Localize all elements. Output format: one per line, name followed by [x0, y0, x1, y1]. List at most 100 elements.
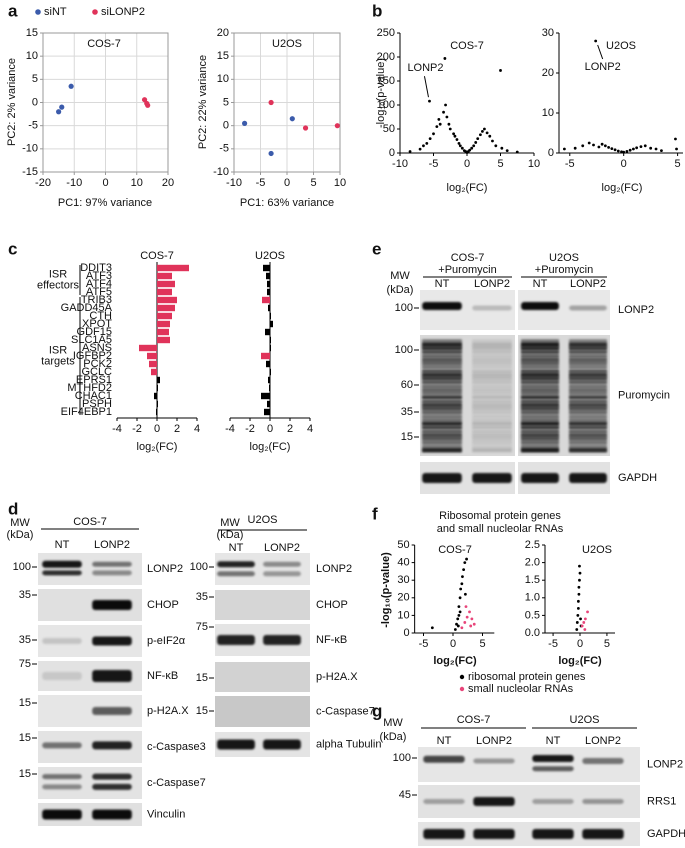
panel-label: f — [372, 504, 378, 523]
group-label: ISR — [49, 344, 67, 356]
point — [577, 592, 581, 596]
annotation: LONP2 — [407, 62, 443, 74]
group-header: +Puromycin — [438, 264, 496, 276]
x-tick-label: 20 — [162, 177, 174, 189]
point — [481, 130, 484, 133]
mw-header: MW — [383, 717, 403, 729]
x-axis-label: PC1: 63% variance — [240, 197, 334, 209]
blot-band — [422, 381, 462, 384]
point — [452, 132, 455, 136]
point — [575, 621, 579, 624]
blot-band — [422, 447, 462, 453]
blot-band — [532, 766, 574, 772]
point — [463, 621, 467, 624]
y-tick-label: -10 — [213, 166, 229, 178]
mw-marker: 100 — [190, 561, 208, 573]
blot-band — [521, 430, 559, 433]
point — [460, 146, 464, 150]
point — [463, 561, 467, 564]
y-tick-label: 2.5 — [525, 539, 540, 551]
point — [620, 150, 623, 154]
blot-band — [422, 302, 462, 310]
y-tick-label: 150 — [377, 75, 395, 87]
group-label: targets — [41, 355, 75, 367]
blot-band — [263, 739, 301, 750]
chart-title: U2OS — [272, 38, 302, 50]
blot-band — [422, 422, 462, 426]
point — [578, 578, 581, 582]
blot-band — [582, 799, 624, 804]
blot-band — [521, 376, 559, 381]
point — [453, 134, 457, 138]
bar — [270, 312, 271, 320]
point — [435, 125, 439, 128]
blot-band — [92, 741, 132, 750]
bar — [154, 392, 157, 400]
chart-title: U2OS — [255, 250, 285, 262]
point — [444, 103, 447, 107]
y-tick-label: 5 — [223, 96, 229, 108]
blot-label: LONP2 — [647, 758, 683, 770]
mw-marker: 100 — [393, 752, 411, 764]
category-label: GADD45A — [61, 302, 113, 314]
lane-label: LONP2 — [94, 539, 130, 551]
point — [428, 137, 432, 141]
y-tick-label: 20 — [397, 592, 409, 604]
mw-header: MW — [390, 270, 410, 282]
chart-title: U2OS — [606, 40, 636, 52]
x-axis-label: log₂(FC) — [433, 655, 477, 667]
blot-band — [422, 385, 462, 387]
point — [578, 571, 582, 575]
mw-marker: 100 — [13, 561, 31, 573]
point — [470, 146, 474, 150]
y-tick-label: 0 — [223, 120, 229, 132]
point — [456, 617, 460, 621]
category-label: CTH — [89, 310, 112, 322]
blot-band — [521, 357, 559, 362]
point — [445, 115, 449, 119]
bar — [157, 272, 172, 280]
blot-band — [422, 340, 462, 342]
blot-band — [472, 361, 512, 366]
point — [408, 150, 412, 153]
category-label: PCK2 — [83, 358, 112, 370]
blot-band — [422, 430, 462, 433]
point — [594, 39, 598, 43]
chart-title: U2OS — [582, 544, 612, 556]
point — [428, 99, 431, 103]
bar — [157, 328, 169, 336]
blot-band — [472, 473, 512, 483]
blot-band — [92, 783, 132, 790]
blot-band — [472, 340, 512, 342]
bar — [263, 264, 270, 272]
blot-band — [92, 600, 132, 610]
x-tick-label: -4 — [112, 423, 122, 435]
mw-marker: 35 — [19, 634, 31, 646]
point — [472, 622, 476, 626]
point — [582, 621, 586, 624]
x-tick-label: 2 — [287, 423, 293, 435]
point — [632, 147, 635, 151]
lane-label: NT — [533, 278, 548, 290]
point — [438, 122, 442, 126]
blot-band — [521, 381, 559, 384]
point — [576, 599, 580, 603]
blot-band — [569, 376, 607, 381]
plot-frame — [233, 32, 341, 173]
x-tick-label: -2 — [132, 423, 142, 435]
blot-band — [521, 432, 559, 438]
blot-band — [582, 829, 624, 839]
blot-band — [472, 411, 512, 414]
bar — [268, 304, 270, 312]
blot-band — [569, 381, 607, 384]
point — [476, 137, 480, 141]
x-tick-label: -20 — [35, 177, 51, 189]
y-tick-label: 1.0 — [525, 592, 540, 604]
blot-band — [582, 758, 624, 764]
annotation: LONP2 — [585, 61, 621, 73]
mw-marker: 75 — [19, 658, 31, 670]
blot-band — [42, 570, 82, 576]
x-tick-label: -10 — [392, 158, 408, 170]
point — [660, 149, 663, 153]
